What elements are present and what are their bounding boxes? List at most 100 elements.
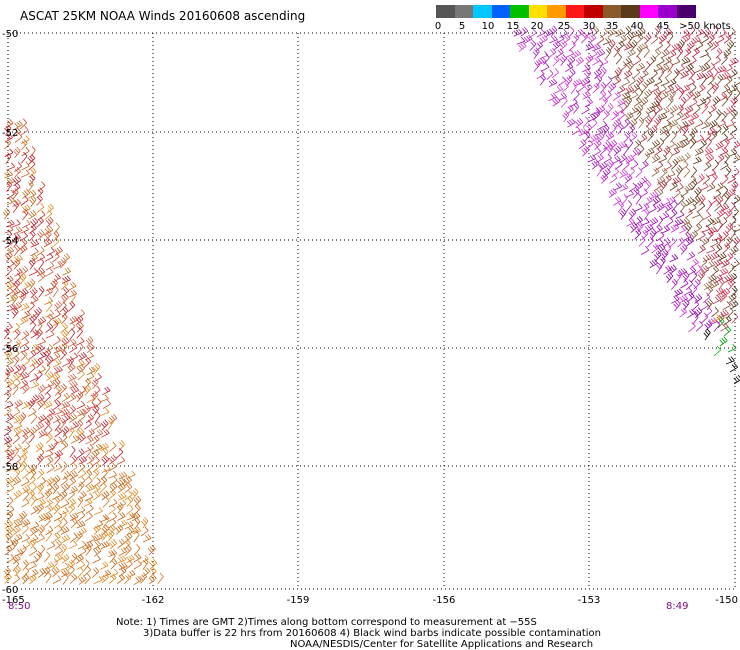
wind-barb [703,281,713,291]
wind-barb [69,291,76,304]
wind-barb [727,263,735,275]
wind-barb [698,194,706,206]
wind-barb [20,460,28,473]
wind-barb [642,125,650,136]
wind-barb [626,61,634,73]
wind-barb [641,229,649,241]
wind-barb [52,317,62,327]
wind-barb [658,112,668,121]
wind-barb [22,427,31,437]
wind-barb [706,285,714,297]
wind-barb [20,371,30,381]
wind-barb [603,153,612,163]
wind-barb [685,183,695,192]
wind-barb [636,221,644,233]
wind-barb [20,225,30,234]
wind-barb [668,264,677,275]
wind-barb [12,554,21,565]
wind-barb [77,433,87,444]
wind-barb [126,554,135,563]
wind-barb [685,63,694,73]
wind-barb [19,118,28,130]
wind-barb [109,539,117,550]
wind-barb [45,380,54,389]
wind-barb [675,165,683,177]
wind-barb [695,320,704,332]
wind-barb [697,84,706,94]
wind-barb [691,47,700,58]
wind-barb [77,448,85,459]
wind-barb [704,306,713,318]
colorbar-label: 0 [434,21,442,32]
wind-barb [582,116,590,128]
wind-barb [44,516,51,528]
wind-barb [570,82,577,95]
colorbar-label: 25 [557,21,571,32]
wind-barb [617,123,624,135]
wind-barb [118,440,125,452]
wind-barb [687,266,697,276]
wind-barb [157,572,164,585]
wind-barb [719,267,729,277]
wind-barb [29,287,38,299]
wind-barb [142,558,149,570]
wind-barb [556,34,565,44]
wind-barb [78,352,88,361]
wind-barb [701,236,710,247]
wind-barb [663,56,672,66]
wind-barb [36,468,45,480]
wind-barb [712,95,721,107]
wind-barb [101,524,110,536]
wind-barb [596,105,606,115]
wind-barb [709,119,718,129]
wind-barb [35,421,45,431]
wind-barb [61,483,70,494]
wind-barb [28,189,37,199]
wind-barb [53,463,63,472]
wind-barb [680,70,689,79]
wind-barb [721,95,729,107]
wind-barb [649,258,659,268]
wind-barb [93,443,103,452]
wind-barb [710,279,720,289]
wind-barb [626,31,635,44]
wind-barb [552,97,561,107]
wind-barb [689,137,697,149]
wind-barb [655,41,664,51]
wind-barb [108,462,117,472]
wind-barb [585,54,594,65]
wind-barb [78,455,88,465]
wind-barb [679,307,688,318]
wind-barb [659,125,669,136]
wind-barb [715,109,722,121]
wind-barb [687,308,696,319]
wind-barb [28,573,37,585]
wind-barb [13,235,20,248]
wind-barb [38,544,46,556]
wind-barb [29,230,36,242]
wind-barb [621,78,631,87]
wind-barb [60,510,67,522]
wind-barb [30,482,37,494]
wind-barb [706,245,716,254]
wind-barb [54,449,64,459]
wind-barb [592,56,601,66]
wind-barb [53,407,63,416]
wind-barb [36,393,45,404]
wind-barb [536,69,545,80]
wind-barb [92,484,101,494]
wind-barb [108,573,117,584]
wind-barb [54,246,63,256]
wind-barb [12,525,21,536]
wind-barb [732,140,740,150]
wind-barb [62,267,72,276]
wind-barb [717,252,727,262]
wind-barb [626,218,635,227]
wind-barb [19,244,28,255]
wind-barb [730,96,738,108]
wind-barb [30,494,37,507]
wind-barb [20,238,28,250]
wind-barb [619,169,629,178]
wind-barb [686,90,695,101]
wind-barb [568,68,576,79]
